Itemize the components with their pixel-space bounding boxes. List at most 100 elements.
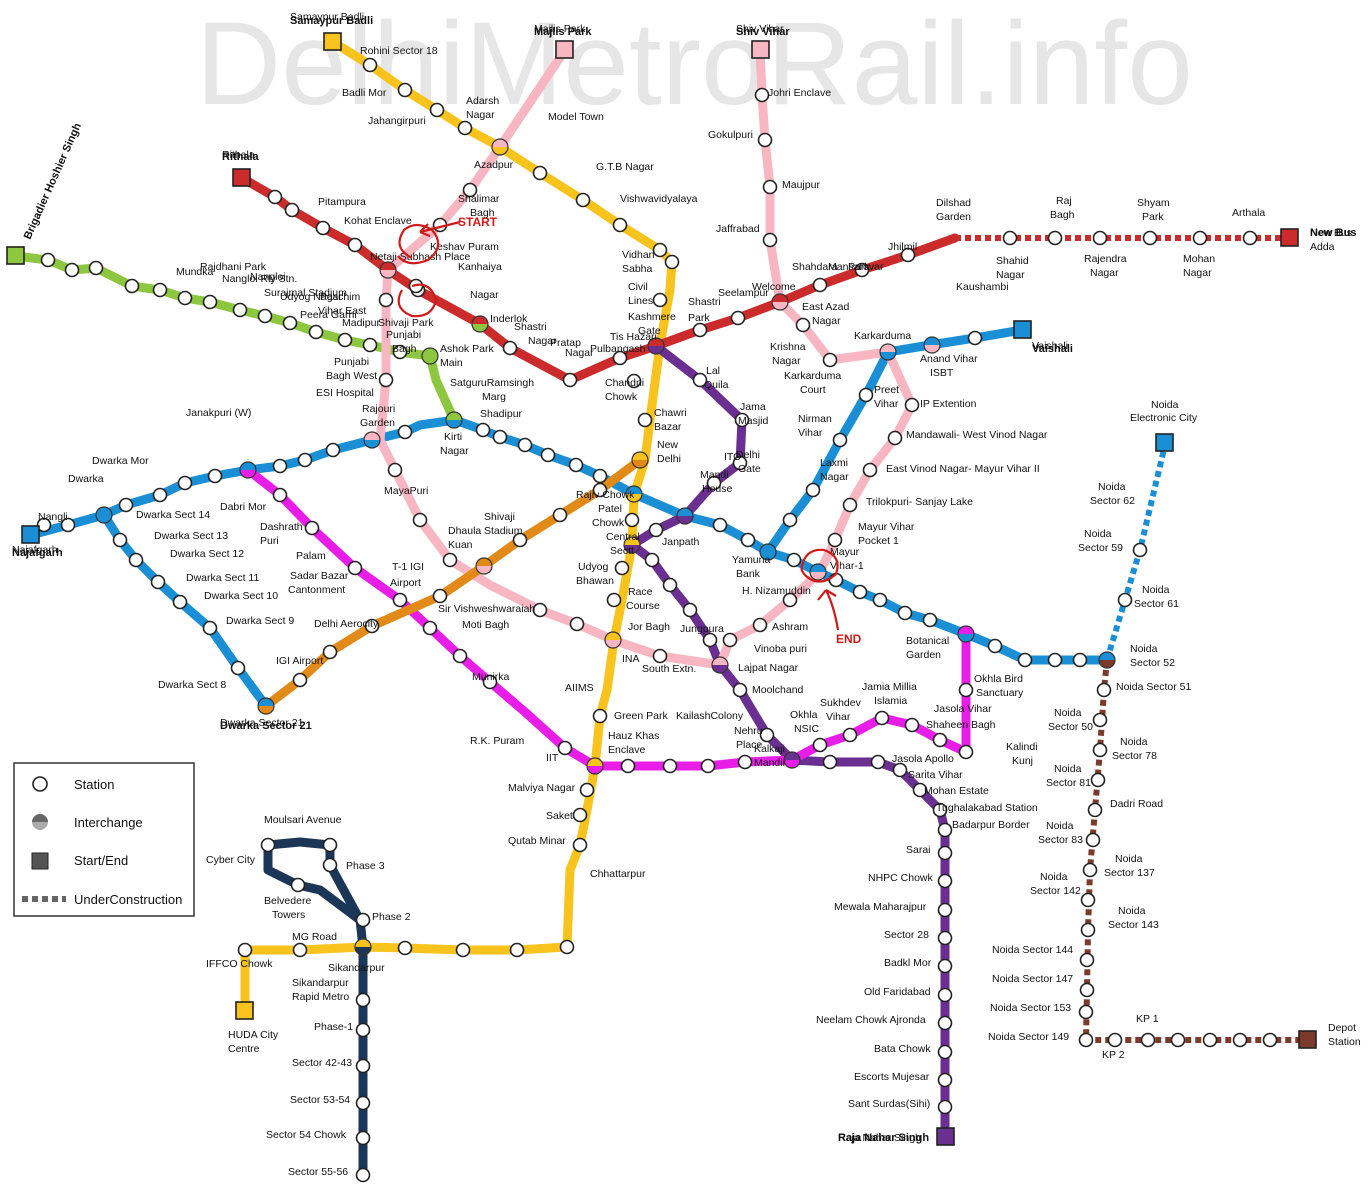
station-marker[interactable] [232, 302, 248, 318]
station-marker[interactable] [1080, 922, 1096, 938]
station-marker[interactable] [355, 1022, 371, 1038]
station-marker[interactable] [1072, 652, 1088, 668]
station-marker[interactable] [355, 992, 371, 1008]
station-marker[interactable] [706, 475, 722, 491]
station-marker[interactable] [387, 462, 403, 478]
station-marker[interactable] [620, 758, 636, 774]
station-marker[interactable] [40, 252, 56, 268]
station-marker[interactable] [652, 292, 668, 308]
station-marker[interactable] [532, 602, 548, 618]
station-marker[interactable] [292, 942, 308, 958]
station-marker[interactable] [644, 552, 660, 568]
station-marker[interactable] [862, 462, 878, 478]
station-marker[interactable] [822, 754, 838, 770]
interchange-marker[interactable] [379, 261, 397, 279]
station-marker[interactable] [887, 430, 903, 446]
station-marker[interactable] [1092, 742, 1108, 758]
station-marker[interactable] [150, 574, 166, 590]
interchange-marker[interactable] [491, 138, 509, 156]
station-marker[interactable] [1079, 982, 1095, 998]
station-marker[interactable] [832, 432, 848, 448]
terminal-huda[interactable] [235, 1001, 254, 1020]
station-marker[interactable] [822, 352, 838, 368]
station-marker[interactable] [805, 482, 821, 498]
station-marker[interactable] [557, 740, 573, 756]
station-marker[interactable] [260, 837, 276, 853]
terminal-brigadier[interactable] [6, 246, 25, 265]
station-marker[interactable] [304, 520, 320, 536]
station-marker[interactable] [1262, 1032, 1278, 1048]
station-marker[interactable] [572, 807, 588, 823]
station-marker[interactable] [932, 802, 948, 818]
station-marker[interactable] [60, 517, 76, 533]
interchange-marker[interactable] [354, 938, 372, 956]
station-marker[interactable] [315, 220, 331, 236]
station-marker[interactable] [795, 317, 811, 333]
station-marker[interactable] [325, 442, 341, 458]
station-marker[interactable] [292, 672, 308, 688]
station-marker[interactable] [1090, 772, 1106, 788]
interchange-marker[interactable] [625, 485, 643, 503]
interchange-marker[interactable] [239, 461, 257, 479]
station-marker[interactable] [172, 594, 188, 610]
station-marker[interactable] [347, 560, 363, 576]
station-marker[interactable] [692, 372, 708, 388]
station-marker[interactable] [378, 372, 394, 388]
station-marker[interactable] [858, 387, 874, 403]
station-marker[interactable] [759, 727, 775, 743]
station-marker[interactable] [702, 632, 718, 648]
station-marker[interactable] [1002, 230, 1018, 246]
station-marker[interactable] [1078, 1004, 1094, 1020]
interchange-marker[interactable] [475, 557, 493, 575]
station-marker[interactable] [700, 758, 716, 774]
station-marker[interactable] [322, 857, 338, 873]
station-marker[interactable] [452, 648, 468, 664]
station-marker[interactable] [648, 522, 664, 538]
station-marker[interactable] [606, 592, 622, 608]
interchange-marker[interactable] [623, 536, 641, 554]
station-marker[interactable] [230, 660, 246, 676]
station-marker[interactable] [559, 939, 575, 955]
station-marker[interactable] [937, 873, 953, 889]
station-marker[interactable] [118, 497, 134, 513]
station-marker[interactable] [378, 292, 394, 308]
station-marker[interactable] [592, 468, 608, 484]
station-marker[interactable] [392, 344, 408, 360]
station-marker[interactable] [1192, 230, 1208, 246]
station-marker[interactable] [512, 532, 528, 548]
interchange-marker[interactable] [759, 543, 777, 561]
station-marker[interactable] [392, 592, 408, 608]
interchange-marker[interactable] [783, 751, 801, 769]
interchange-marker[interactable] [879, 343, 897, 361]
station-marker[interactable] [892, 762, 908, 778]
station-marker[interactable] [754, 87, 770, 103]
terminal-rithala[interactable] [232, 168, 251, 187]
station-marker[interactable] [442, 552, 458, 568]
station-marker[interactable] [397, 424, 413, 440]
terminal-raja-nahar[interactable] [936, 1127, 955, 1146]
station-marker[interactable] [762, 179, 778, 195]
station-marker[interactable] [782, 592, 798, 608]
station-marker[interactable] [922, 612, 938, 628]
interchange-marker[interactable] [363, 431, 381, 449]
station-marker[interactable] [652, 648, 668, 664]
station-marker[interactable] [937, 987, 953, 1003]
interchange-marker[interactable] [586, 757, 604, 775]
station-marker[interactable] [152, 487, 168, 503]
station-marker[interactable] [532, 165, 548, 181]
terminal-shiv-vihar[interactable] [751, 40, 770, 59]
station-marker[interactable] [912, 782, 928, 798]
station-marker[interactable] [757, 132, 773, 148]
terminal-majlis[interactable] [555, 40, 574, 59]
station-marker[interactable] [712, 517, 728, 533]
station-marker[interactable] [904, 717, 920, 733]
station-marker[interactable] [202, 294, 218, 310]
station-marker[interactable] [1087, 802, 1103, 818]
station-marker[interactable] [397, 82, 413, 98]
station-marker[interactable] [662, 758, 678, 774]
station-marker[interactable] [322, 837, 338, 853]
station-marker[interactable] [612, 350, 628, 366]
interchange-marker[interactable] [257, 697, 275, 715]
terminal-depot[interactable] [1298, 1030, 1317, 1049]
station-marker[interactable] [355, 1167, 371, 1183]
